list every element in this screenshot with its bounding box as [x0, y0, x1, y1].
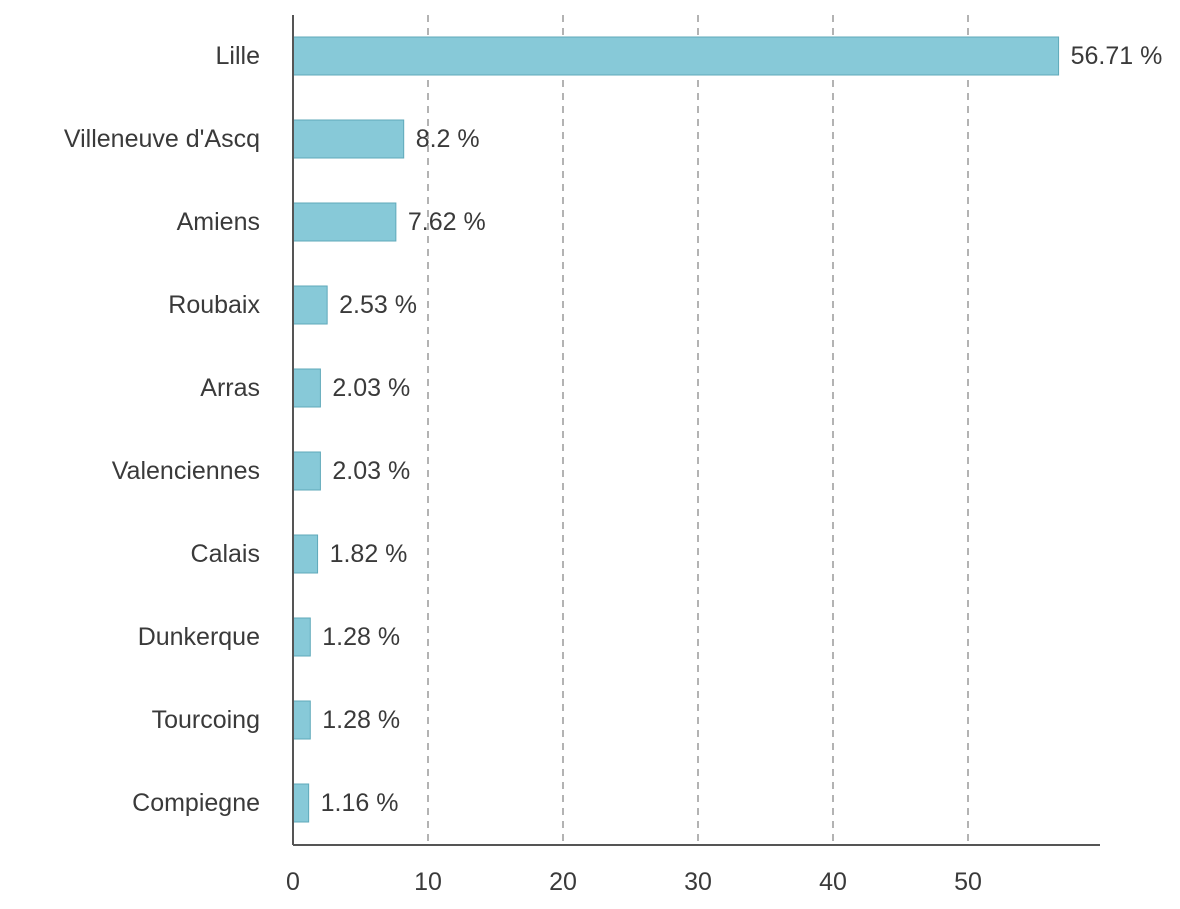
value-label-lille: 56.71 %: [1071, 42, 1163, 70]
value-label-roubaix: 2.53 %: [339, 291, 417, 319]
x-tick-label-30: 30: [684, 868, 712, 896]
category-label-amiens: Amiens: [177, 208, 260, 236]
bar-roubaix: [292, 285, 328, 325]
value-label-valenciennes: 2.03 %: [332, 457, 410, 485]
value-label-tourcoing: 1.28 %: [322, 706, 400, 734]
category-label-tourcoing: Tourcoing: [152, 706, 260, 734]
category-label-dunkerque: Dunkerque: [138, 623, 260, 651]
value-label-villeneuve-d-ascq: 8.2 %: [416, 125, 480, 153]
x-tick-label-10: 10: [414, 868, 442, 896]
value-label-compiegne: 1.16 %: [321, 789, 399, 817]
bar-calais: [292, 534, 319, 574]
category-label-calais: Calais: [191, 540, 260, 568]
x-tick-label-0: 0: [286, 868, 300, 896]
bar-villeneuve-d-ascq: [292, 119, 405, 159]
category-label-villeneuve-d-ascq: Villeneuve d'Ascq: [64, 125, 260, 153]
bar-lille: [292, 36, 1060, 76]
value-label-arras: 2.03 %: [332, 374, 410, 402]
x-tick-label-40: 40: [819, 868, 847, 896]
category-label-lille: Lille: [216, 42, 260, 70]
category-label-arras: Arras: [200, 374, 260, 402]
value-label-amiens: 7.62 %: [408, 208, 486, 236]
bar-valenciennes: [292, 451, 321, 491]
category-label-roubaix: Roubaix: [168, 291, 260, 319]
axes: [292, 15, 1100, 846]
bar-compiegne: [292, 783, 310, 823]
grid-lines: [427, 15, 969, 845]
labels: Lille 56.71 % Villeneuve d'Ascq 8.2 % Amiens…: [64, 42, 1162, 896]
category-label-compiegne: Compiegne: [132, 789, 260, 817]
x-tick-label-20: 20: [549, 868, 577, 896]
bar-amiens: [292, 202, 397, 242]
x-tick-label-50: 50: [954, 868, 982, 896]
bar-dunkerque: [292, 617, 311, 657]
category-label-valenciennes: Valenciennes: [112, 457, 260, 485]
bar-arras: [292, 368, 321, 408]
value-label-dunkerque: 1.28 %: [322, 623, 400, 651]
value-label-calais: 1.82 %: [330, 540, 408, 568]
bars: [292, 36, 1060, 823]
bar-tourcoing: [292, 700, 311, 740]
